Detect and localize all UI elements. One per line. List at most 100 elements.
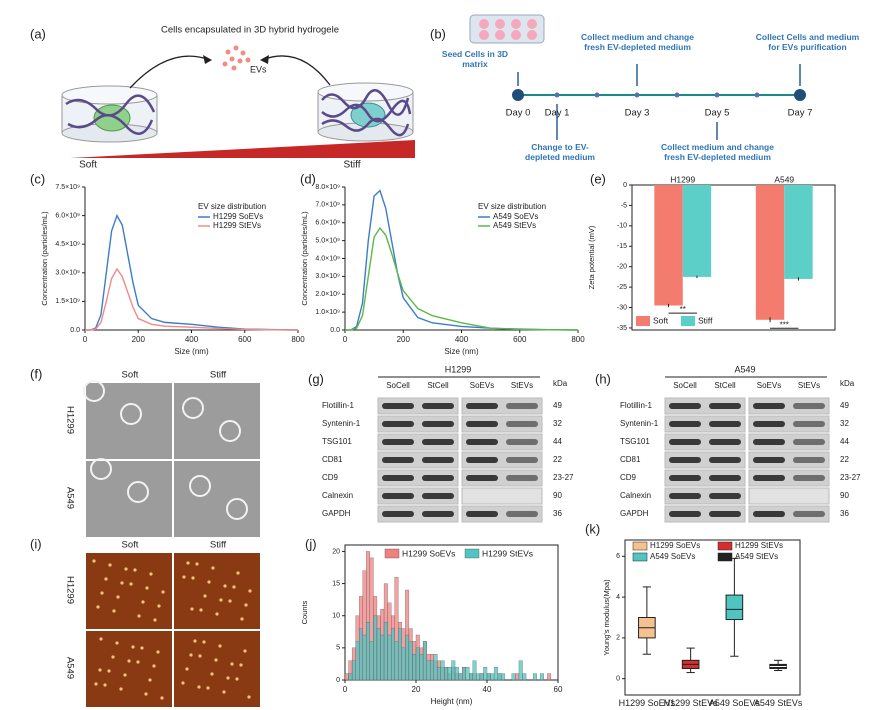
legend-swatch — [636, 316, 650, 326]
particle — [214, 658, 218, 662]
blot-band — [669, 493, 701, 499]
legend-swatch — [632, 552, 648, 562]
stiff-fibers — [321, 89, 412, 137]
blot-band — [382, 439, 414, 445]
panel-label: (e) — [590, 171, 606, 186]
particle — [243, 649, 247, 653]
particle — [108, 563, 112, 567]
particle — [136, 660, 140, 664]
series-line — [345, 189, 579, 331]
blot-band — [753, 403, 785, 409]
particle — [211, 566, 215, 570]
particle — [186, 561, 190, 565]
particle — [123, 673, 127, 677]
histogram-bar — [401, 647, 406, 681]
y-tick-label: 3.0×10⁹ — [55, 270, 80, 277]
blot-band — [466, 421, 498, 427]
soft-cells — [93, 104, 131, 132]
blot-band — [382, 403, 414, 409]
x-tick-label: 60 — [554, 685, 563, 694]
histogram-bar — [533, 673, 537, 681]
blot-strip — [377, 505, 459, 523]
micrograph — [86, 383, 172, 459]
y-tick-label: 1.0×10⁹ — [315, 309, 340, 316]
particle — [195, 562, 199, 566]
panel-label: (k) — [585, 521, 600, 536]
particle — [103, 683, 107, 687]
particle — [153, 618, 157, 622]
timeline-note-box: Collect Cells and medium for EVs purific… — [755, 33, 860, 52]
legend-swatch — [717, 552, 733, 562]
significance-label: ** — [680, 305, 686, 314]
y-tick-label: 0 — [616, 676, 620, 683]
protein-label: Syntenin-1 — [322, 419, 361, 428]
histogram-bar — [366, 621, 370, 681]
particle — [148, 678, 152, 682]
timeline-note: Collect Cells and medium for EVs purific… — [755, 33, 860, 52]
histogram-bar — [390, 628, 395, 681]
histogram-bar — [458, 673, 463, 681]
blot-band — [753, 511, 785, 517]
histogram-bar — [440, 660, 445, 681]
blot-band — [422, 475, 454, 481]
histogram-bar — [493, 666, 498, 681]
blot-band — [793, 403, 825, 409]
particle — [198, 654, 202, 658]
particle — [210, 672, 214, 676]
histogram-bar — [344, 673, 349, 681]
blot-band — [709, 439, 741, 445]
histogram-bar — [490, 673, 495, 681]
histogram-bar — [479, 673, 484, 681]
blot-strip — [664, 433, 746, 451]
blot-band — [793, 439, 825, 445]
histogram-bar — [522, 673, 527, 681]
y-tick-label: -35 — [617, 325, 627, 332]
particle — [232, 585, 236, 589]
column-label: Soft — [122, 540, 139, 551]
particle — [239, 663, 243, 667]
micrograph — [86, 461, 172, 537]
blot-band — [422, 403, 454, 409]
micrograph — [86, 553, 172, 629]
histogram-bar — [387, 634, 392, 681]
blot-strip — [377, 415, 459, 433]
x-tick-label: 800 — [571, 335, 585, 344]
blot-strip — [377, 451, 459, 469]
particle — [240, 617, 244, 621]
blot-band — [753, 421, 785, 427]
legend-label: Soft — [653, 315, 669, 325]
blot-band — [466, 475, 498, 481]
day-label: Day 1 — [545, 108, 570, 119]
histogram-bar — [351, 660, 356, 681]
protein-label: Flotillin-1 — [620, 401, 653, 410]
histogram-bar — [518, 660, 523, 681]
timeline-note: Collect medium and change fresh EV-deple… — [661, 143, 774, 162]
y-axis-label: Young's modulus(Mpa) — [602, 579, 611, 656]
x-axis-label: Height (nm) — [431, 697, 473, 706]
soft-gel-top — [61, 85, 158, 105]
end-dot — [794, 89, 806, 101]
blot-strip — [748, 451, 830, 469]
column-label: Soft — [122, 370, 139, 381]
unit-label: kDa — [553, 379, 568, 388]
y-tick-label: 6.0×10⁹ — [55, 212, 80, 219]
particle — [137, 614, 141, 618]
plot-frame — [624, 539, 801, 696]
blot-band — [793, 511, 825, 517]
histogram-bar — [476, 673, 481, 681]
x-tick-label: 600 — [238, 335, 252, 344]
soft-fibers — [65, 94, 156, 135]
stiff-label: Stiff — [343, 160, 360, 171]
y-tick-label: 0 — [336, 677, 340, 684]
particle — [115, 641, 119, 645]
soft-label: Soft — [79, 160, 97, 171]
particle — [160, 696, 164, 700]
x-tick-label: 40 — [483, 685, 492, 694]
blot-band — [793, 457, 825, 463]
y-tick-label: 5 — [336, 645, 340, 652]
micrograph — [174, 383, 260, 459]
weight-label: 23-27 — [553, 473, 574, 482]
lane-label: SoEVs — [757, 381, 781, 390]
y-tick-label: 7.0×10⁹ — [315, 202, 340, 209]
legend-label: A549 StEVs — [493, 221, 536, 230]
